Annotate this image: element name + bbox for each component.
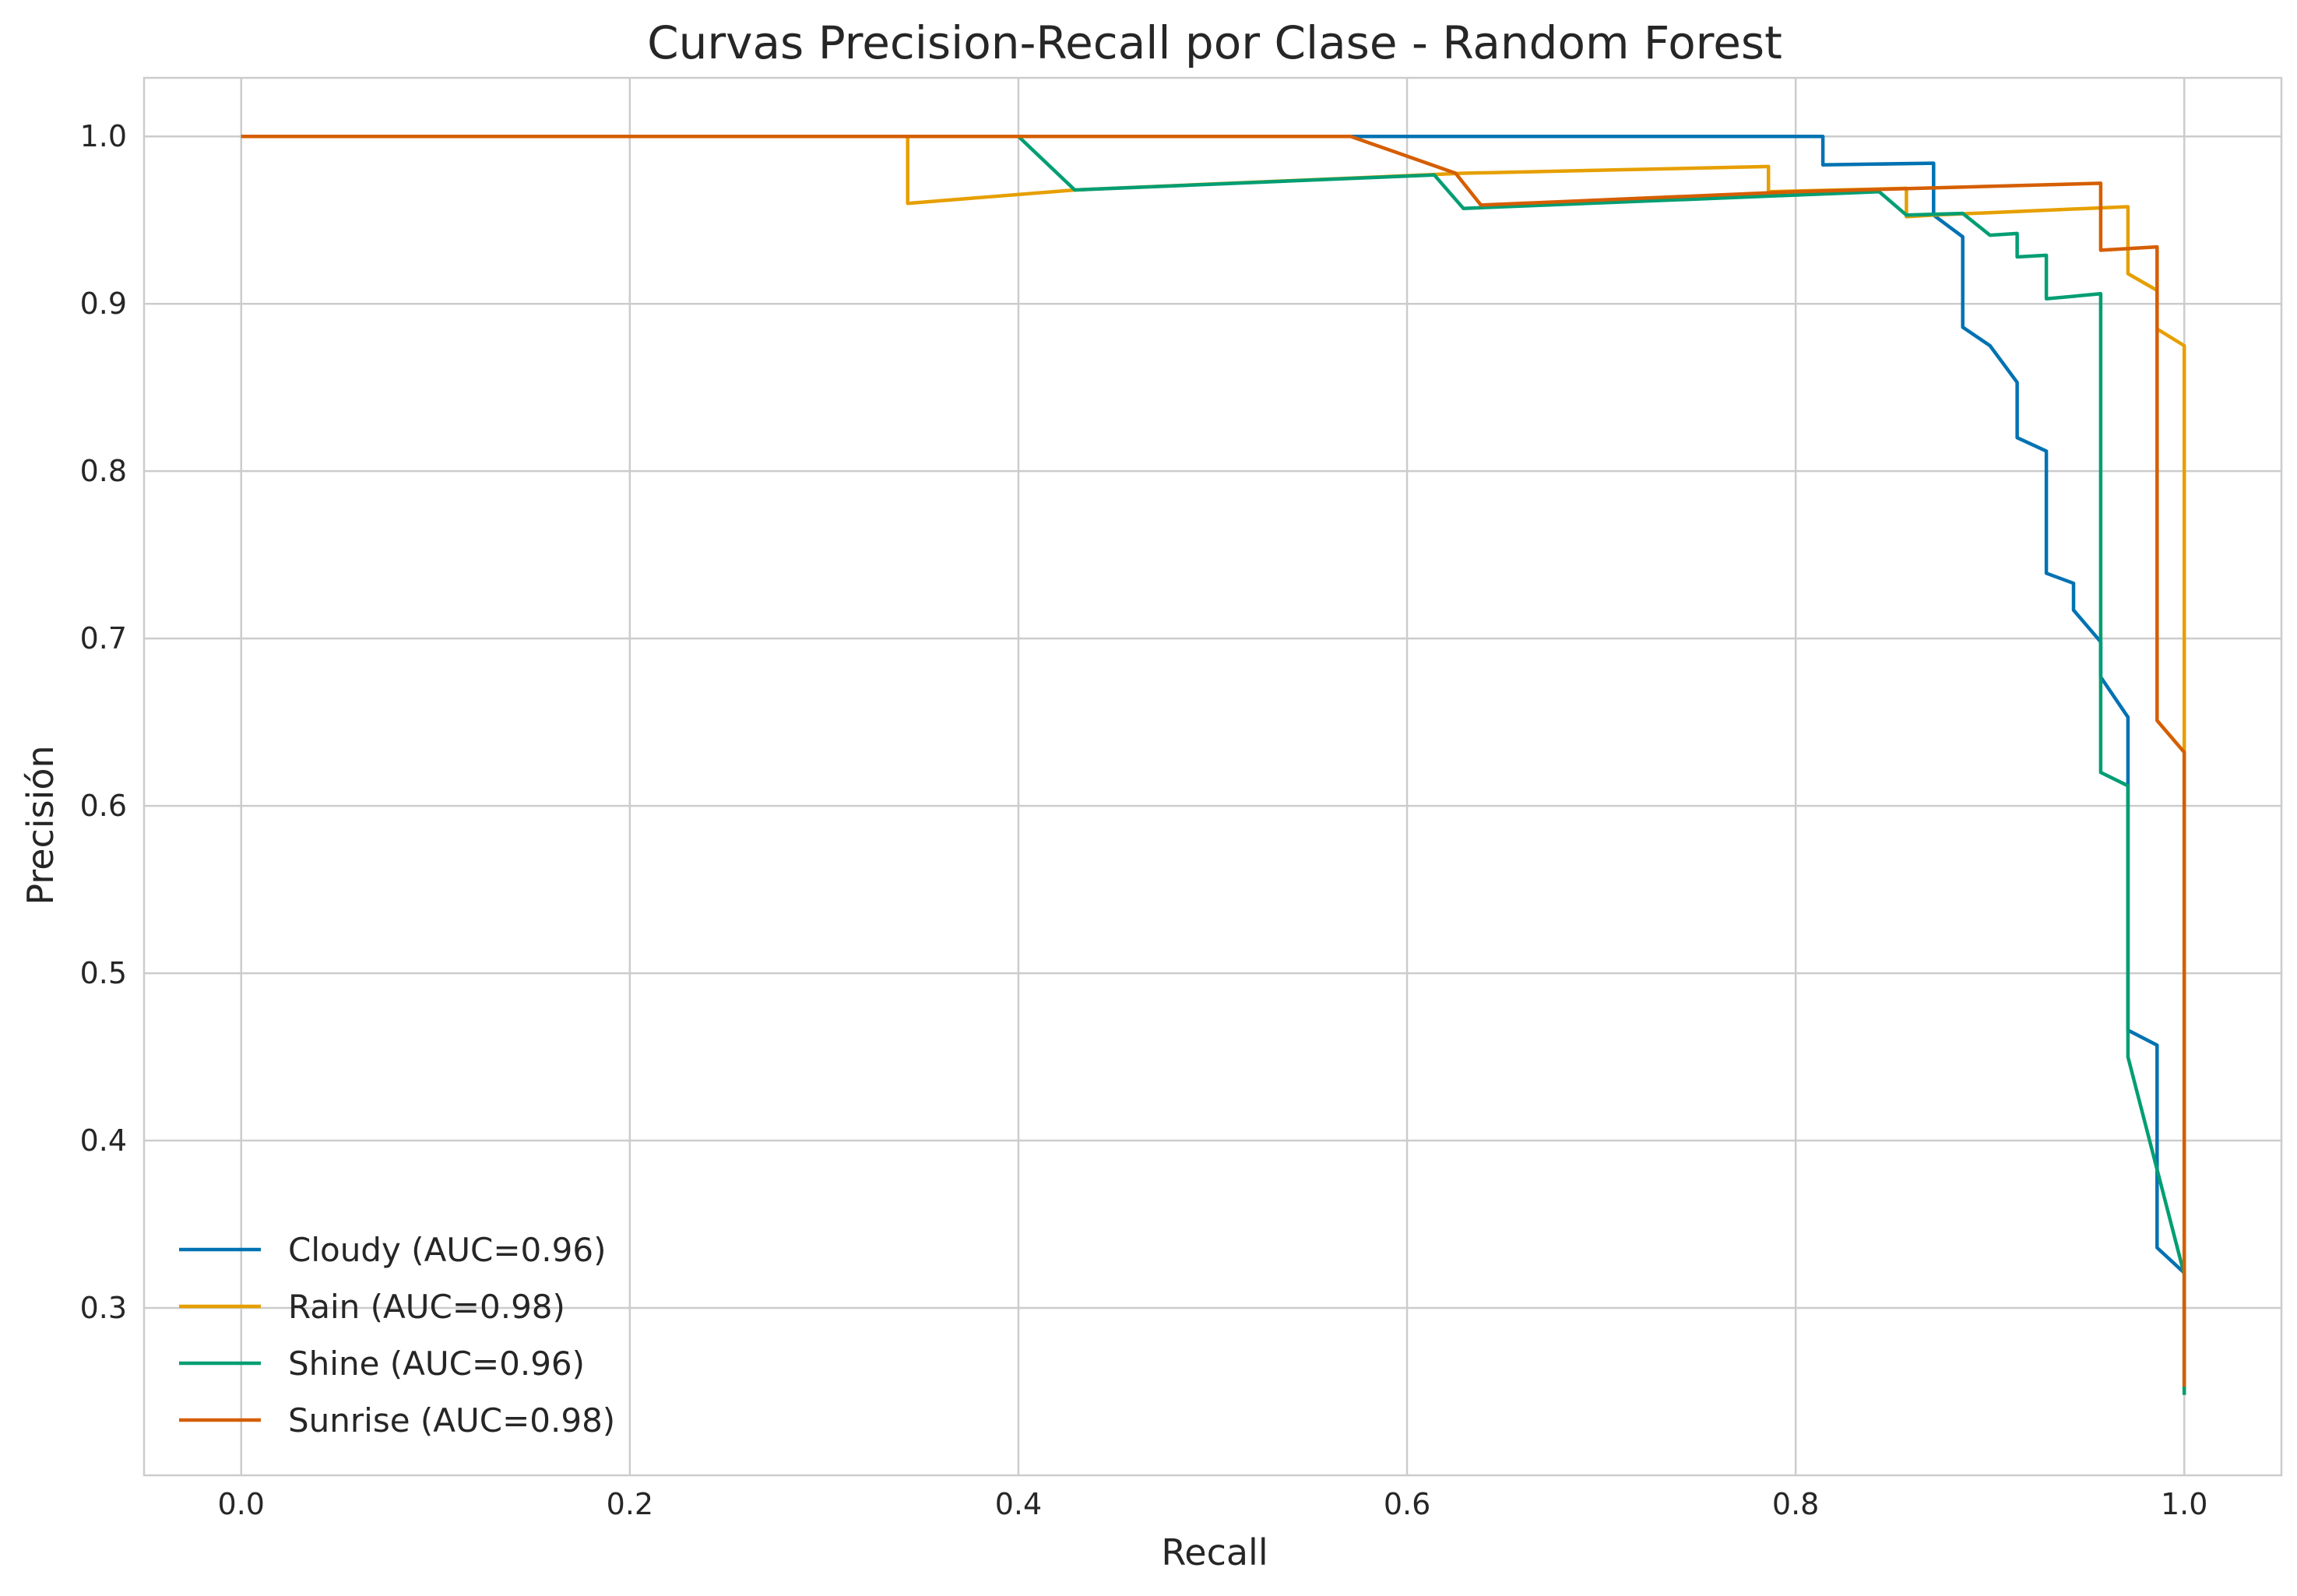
legend-label: Sunrise (AUC=0.98) bbox=[288, 1401, 615, 1440]
series-line bbox=[241, 134, 2186, 1395]
legend: Cloudy (AUC=0.96) Rain (AUC=0.98) Shine (A… bbox=[179, 1231, 615, 1440]
x-tick-label: 0.4 bbox=[995, 1487, 1042, 1521]
y-tick-label: 0.3 bbox=[80, 1291, 127, 1325]
y-axis-label: Precisión bbox=[19, 745, 62, 905]
x-tick-label: 0.2 bbox=[607, 1487, 653, 1521]
series-line bbox=[241, 134, 2186, 1387]
x-tick-label: 0.6 bbox=[1384, 1487, 1430, 1521]
y-tick-label: 0.9 bbox=[80, 287, 127, 321]
series-lines bbox=[241, 134, 2186, 1395]
legend-label: Shine (AUC=0.96) bbox=[288, 1345, 585, 1383]
x-tick-label: 1.0 bbox=[2161, 1487, 2207, 1521]
x-tick-label: 0.8 bbox=[1772, 1487, 1819, 1521]
tick-labels: 0.0 0.2 0.4 0.6 0.8 1.0 0.3 0.4 0.5 0.6 0.7 0.8 0.9 1… bbox=[80, 119, 2208, 1521]
y-tick-label: 0.8 bbox=[80, 454, 127, 488]
y-tick-label: 0.7 bbox=[80, 621, 127, 656]
x-axis-label: Recall bbox=[1161, 1531, 1268, 1573]
y-tick-label: 0.6 bbox=[80, 789, 127, 823]
chart-title: Curvas Precision-Recall por Clase - Rand… bbox=[647, 16, 1782, 69]
plot-area bbox=[142, 76, 2283, 1477]
y-tick-label: 0.4 bbox=[80, 1123, 127, 1158]
y-tick-label: 0.5 bbox=[80, 956, 127, 990]
legend-label: Cloudy (AUC=0.96) bbox=[288, 1231, 606, 1269]
x-tick-label: 0.0 bbox=[218, 1487, 265, 1521]
legend-label: Rain (AUC=0.98) bbox=[288, 1288, 565, 1326]
y-tick-label: 1.0 bbox=[80, 119, 127, 153]
